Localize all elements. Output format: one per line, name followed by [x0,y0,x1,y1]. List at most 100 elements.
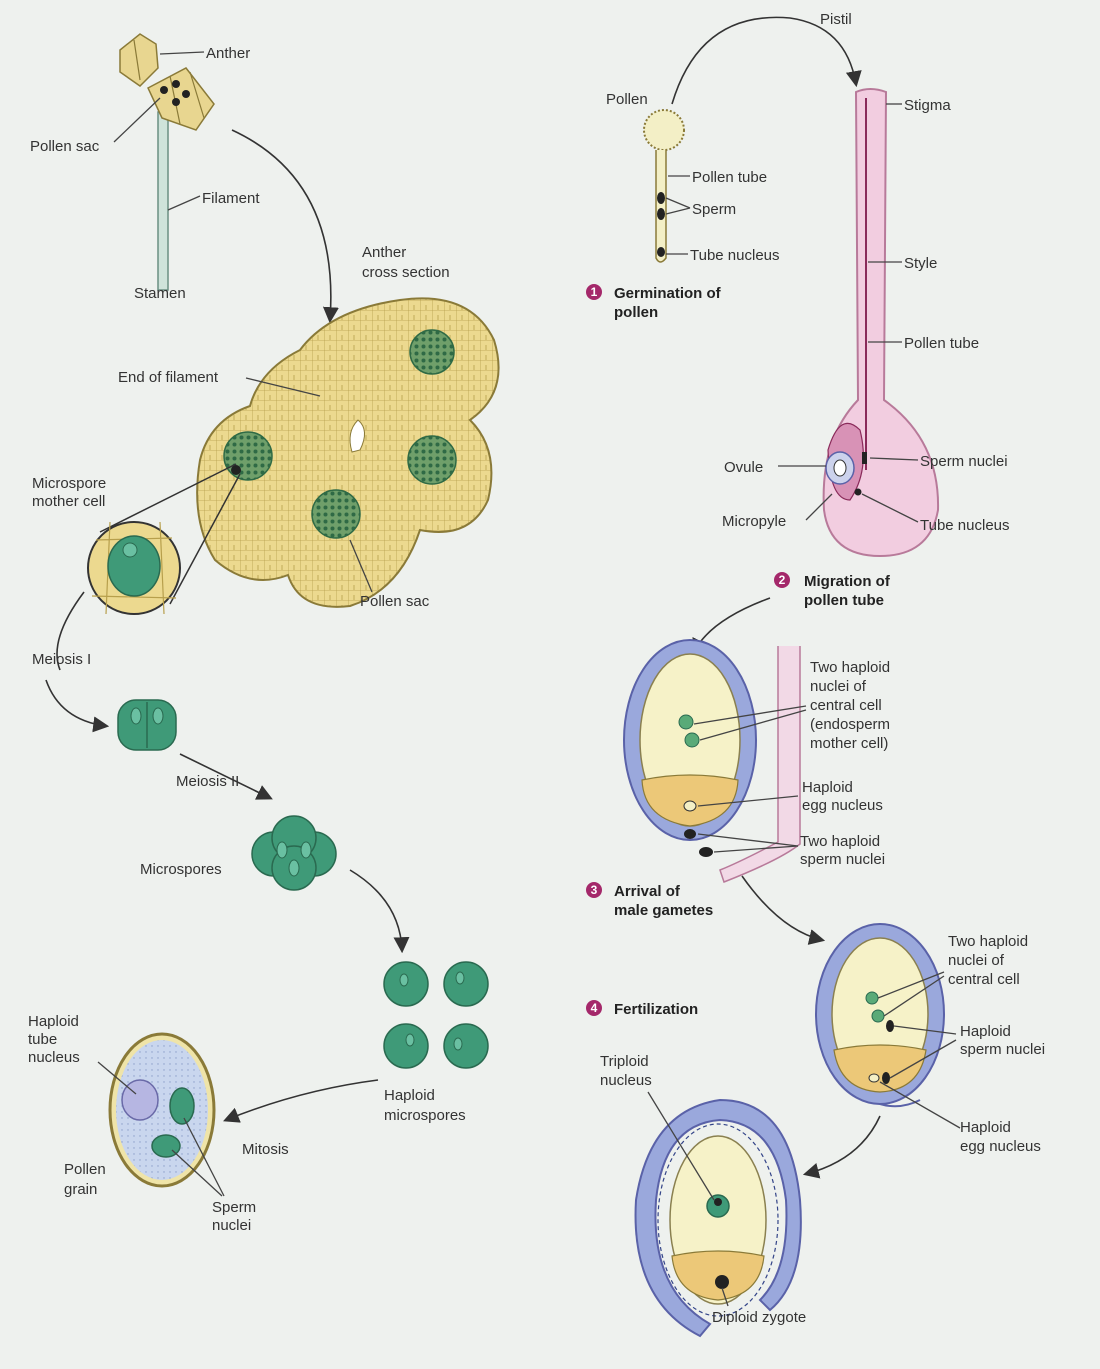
sperm3-label-2: sperm nuclei [960,1041,1045,1058]
pollen-sac-leader [113,97,161,143]
pollen-grain-label-1: Pollen [64,1161,106,1178]
stamen-label: Stamen [134,285,186,302]
anther-top [119,33,215,131]
central2-label-2: nuclei of [948,952,1005,969]
style-label: Style [904,255,937,272]
egg3-label-1: Haploid [960,1119,1011,1136]
microspore-mother-label-1: Microspore [32,475,106,492]
sperm-leader-2 [171,1149,223,1197]
sperm-leader-1 [183,1117,225,1197]
pollen-sac-3 [407,435,457,485]
pistil-label: Pistil [820,11,852,28]
haploid-microspores [383,961,489,1069]
meiosis-2-arrow [179,753,273,800]
sperm2-leader-2 [713,845,799,853]
microspores-tetrad [251,815,337,891]
step-4: 4 Fertilization [586,1000,698,1018]
egg3-leader [879,1081,961,1129]
sperm-nuclei-label-2: nuclei [212,1217,251,1234]
meiosis-1-label: Meiosis I [32,651,91,668]
stigma-label: Stigma [904,97,951,114]
anther-cross-label-1: Anther [362,244,406,261]
svg-text:4: 4 [591,1001,598,1015]
triploid-leader [647,1091,715,1201]
triploid-label-1: Triploid [600,1053,649,1070]
central-leader-2 [699,709,807,741]
anther-label: Anther [206,45,250,62]
pollen-sac-label: Pollen sac [30,138,100,155]
arrival-arrow [741,875,826,945]
arrow-to-cross-section [231,129,339,324]
step-2: 2 Migration of pollen tube [774,572,891,609]
sperm3-leader-1 [893,1025,957,1035]
pistil [822,88,940,558]
filament-leader [167,195,201,211]
central-leader-1 [693,705,807,725]
tube-nucleus-pistil-leader [861,493,919,523]
svg-text:1: 1 [591,285,598,299]
central2-leader-1 [877,971,945,999]
pollen-sac-bottom-label: Pollen sac [360,593,430,610]
arrow-to-haploid [349,869,410,954]
pollen-grain [108,1032,216,1188]
svg-text:pollen: pollen [614,304,658,321]
central2-label-1: Two haploid [948,933,1028,950]
sperm2-label-2: sperm nuclei [800,851,885,868]
ovule-label: Ovule [724,459,763,476]
svg-text:Fertilization: Fertilization [614,1001,698,1018]
svg-text:pollen tube: pollen tube [804,592,884,609]
zygote-leader [721,1287,729,1307]
zoom-line-1 [99,463,237,533]
sperm-nuclei-label-1: Sperm [212,1199,256,1216]
haploid-tube-leader [97,1061,137,1095]
egg-leader [697,795,799,807]
sperm2-leader-1 [697,833,799,847]
svg-text:Migration of: Migration of [804,573,891,590]
sperm3-label-1: Haploid [960,1023,1011,1040]
dyad [117,699,177,751]
pollen-sac-1 [409,329,455,375]
egg3-label-2: egg nucleus [960,1138,1041,1155]
end-of-filament-leader [245,377,321,397]
step-3: 3 Arrival of male gametes [586,882,713,919]
meiosis-1-arrow [45,679,110,733]
mitosis-label: Mitosis [242,1141,289,1158]
sperm-leader-b [665,207,691,215]
central2-label-3: central cell [948,971,1020,988]
meiosis-2-label: Meiosis II [176,773,239,790]
haploid-microspores-label-2: microspores [384,1107,466,1124]
sperm-nuclei-pistil-leader [869,457,919,461]
sperm-label: Sperm [692,201,736,218]
filament-stalk [157,111,169,291]
micropyle-label: Micropyle [722,513,786,530]
svg-text:Germination of: Germination of [614,285,722,302]
anther-cross-section [196,297,500,608]
central-label-2: nuclei of [810,678,867,695]
microspore-mother-label-2: mother cell [32,493,105,510]
haploid-tube-label-1: Haploid [28,1013,79,1030]
haploid-tube-label-2: tube [28,1031,57,1048]
central2-leader-2 [883,975,945,1017]
microspore-mother-cell [87,521,181,615]
pollen-sac-bottom-leader [349,539,373,593]
mitosis-arrow [223,1079,379,1123]
svg-text:3: 3 [591,883,598,897]
egg-label-1: Haploid [802,779,853,796]
pollen-sac-4 [311,489,361,539]
tube-nucleus-small-label: Tube nucleus [690,247,780,264]
tube-nucleus-pistil-label: Tube nucleus [920,517,1010,534]
pistil-arrow [671,16,862,105]
fertilized-ovule [634,1098,802,1338]
anther-leader [159,51,205,55]
germinating-pollen [643,109,685,263]
sperm3-leader-2 [889,1039,957,1079]
ovule-arrival [623,639,801,883]
svg-text:2: 2 [779,573,786,587]
stamen [119,33,215,291]
meiosis-arc [56,591,85,671]
central-label-1: Two haploid [810,659,890,676]
pollen-sac-2 [223,431,273,481]
sperm-nuclei-pistil-label: Sperm nuclei [920,453,1008,470]
central-label-3: central cell [810,697,882,714]
